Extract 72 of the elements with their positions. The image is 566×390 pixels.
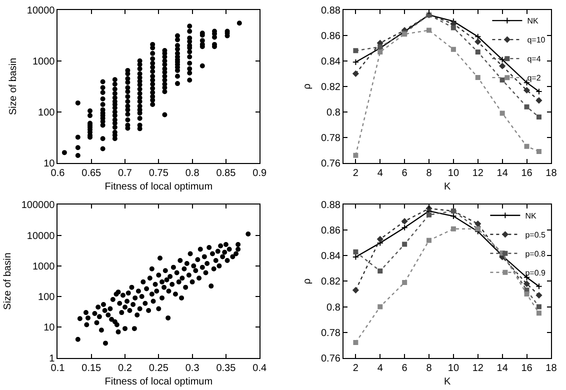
x-tick-label: 2: [352, 168, 359, 179]
legend-label: NK: [525, 212, 537, 220]
x-axis-title: Fitness of local optimum: [104, 181, 213, 192]
x-tick-label: 4: [377, 362, 384, 374]
y-tick-label: 0.76: [321, 353, 341, 364]
y-tick-label: 1000: [32, 261, 56, 272]
x-tick-label: 16: [521, 362, 533, 374]
y-tick-label: 0.86: [321, 226, 341, 237]
x-tick-label: 18: [546, 168, 558, 179]
y-tick-label: 0.86: [321, 30, 341, 42]
x-tick-label: 16: [521, 168, 533, 179]
y-tick-label: 0.8: [326, 302, 341, 314]
x-tick-label: 18: [546, 362, 558, 374]
x-tick-label: 0.7: [118, 168, 132, 179]
y-tick-label: 10000: [26, 230, 56, 242]
legend-label: q=4: [527, 54, 542, 64]
y-tick-label: 0.78: [321, 328, 341, 339]
x-tick-label: 0.3: [185, 362, 200, 374]
y-tick-label: 0.84: [321, 56, 341, 68]
x-tick-label: 6: [402, 168, 408, 179]
x-axis-title: K: [444, 181, 451, 192]
x-tick-label: 0.15: [82, 362, 102, 374]
x-tick-label: 14: [496, 362, 508, 374]
legend-label: p=0.8: [525, 250, 546, 258]
x-tick-label: 0.75: [148, 168, 169, 179]
y-axis-title: ρ: [302, 83, 313, 90]
x-axis-title: Fitness of local optimum: [104, 376, 213, 388]
y-axis-title: Size of basin: [8, 58, 19, 116]
x-tick-label: 6: [402, 362, 408, 374]
y-tick-label: 10: [44, 158, 56, 170]
x-tick-label: 0.35: [216, 362, 236, 374]
x-tick-label: 0.1: [50, 362, 66, 374]
y-tick-label: 0.88: [321, 200, 341, 212]
y-tick-label: 0.88: [321, 5, 341, 16]
x-tick-label: 12: [472, 362, 484, 374]
y-tick-label: 0.82: [321, 82, 341, 93]
x-tick-label: 0.25: [148, 362, 169, 374]
y-tick-label: 100: [38, 292, 56, 304]
legend-label: NK: [527, 16, 539, 26]
x-tick-label: 0.4: [252, 362, 267, 374]
y-tick-label: 1000: [32, 56, 56, 68]
y-tick-label: 0.82: [321, 276, 341, 288]
x-tick-label: 10: [448, 168, 460, 179]
y-tick-label: 0.8: [326, 107, 341, 118]
y-tick-label: 10000: [26, 5, 56, 16]
x-tick-label: 0.65: [82, 168, 102, 179]
x-tick-label: 0.6: [50, 168, 66, 179]
legend-label: p=0.5: [525, 230, 546, 240]
y-tick-label: 0.78: [321, 132, 341, 144]
legend-label: p=0.9: [525, 268, 546, 278]
x-tick-label: 2: [352, 362, 359, 374]
y-axis-title: Size of basin: [2, 252, 14, 310]
x-tick-label: 0.2: [118, 362, 132, 374]
x-tick-label: 0.85: [216, 168, 236, 179]
legend-label: q=10: [527, 36, 546, 45]
x-tick-label: 12: [472, 168, 484, 179]
y-tick-label: 100000: [21, 200, 56, 212]
x-tick-label: 10: [448, 362, 460, 374]
x-tick-label: 4: [377, 168, 384, 179]
legend-label: q=2: [527, 74, 542, 83]
x-tick-label: 0.8: [185, 168, 200, 179]
y-tick-label: 1: [49, 353, 56, 364]
x-axis-title: K: [444, 376, 451, 388]
y-axis-title: ρ: [302, 278, 313, 284]
y-tick-label: 0.84: [321, 251, 341, 262]
x-tick-label: 14: [496, 168, 508, 179]
y-tick-label: 100: [38, 107, 56, 118]
x-tick-label: 0.9: [252, 168, 267, 179]
y-tick-label: 0.76: [321, 158, 341, 170]
y-tick-label: 10: [44, 322, 56, 334]
x-tick-label: 8: [426, 168, 432, 179]
x-tick-label: 8: [426, 362, 432, 374]
